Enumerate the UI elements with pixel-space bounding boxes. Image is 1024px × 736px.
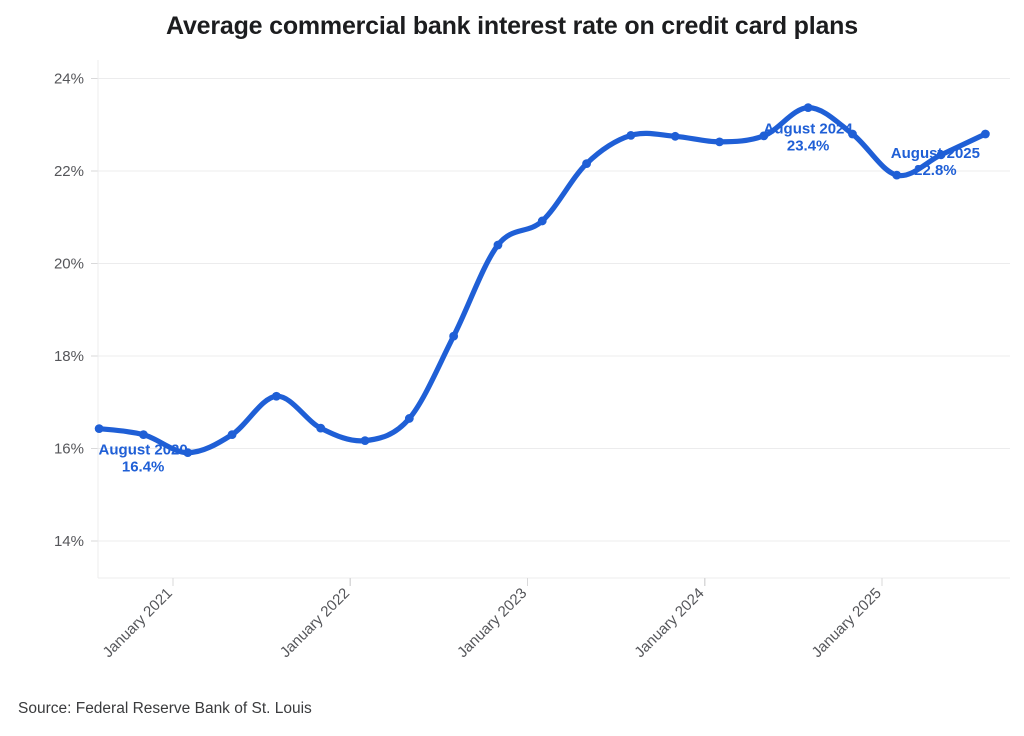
- data-point: [759, 131, 769, 141]
- data-point: [670, 131, 680, 141]
- y-tick-label: 24%: [54, 70, 84, 87]
- data-point: [715, 137, 724, 147]
- data-point: [892, 170, 902, 180]
- y-axis-labels: 24% 22% 20% 18% 16% 14%: [54, 70, 84, 550]
- annotation-value-aug-2024: 23.4%: [787, 138, 830, 155]
- data-point: [272, 391, 281, 401]
- data-point: [183, 448, 193, 458]
- data-point: [227, 430, 237, 440]
- data-point: [493, 240, 503, 250]
- chart-title: Average commercial bank interest rate on…: [166, 12, 858, 40]
- y-tick-label: 16%: [54, 440, 84, 457]
- gridlines: [91, 77, 1010, 542]
- data-points: [94, 103, 990, 458]
- data-point: [449, 331, 459, 341]
- data-point: [582, 159, 591, 169]
- y-tick-label: 22%: [54, 163, 84, 180]
- annotation-date-aug-2020: August 2020: [99, 442, 188, 459]
- data-point: [360, 436, 370, 446]
- series-line-interest-rate: [96, 105, 988, 456]
- annotation-date-aug-2024: August 2024: [764, 121, 854, 138]
- data-point: [936, 150, 946, 160]
- data-point: [316, 423, 326, 433]
- data-point: [404, 414, 414, 423]
- data-point: [803, 103, 813, 113]
- data-series: [96, 105, 988, 456]
- line-chart-plot: 24%22%20%18%16%14% January 2021 January 2…: [54, 60, 1010, 661]
- annotation-value-aug-2020: 16.4%: [122, 459, 165, 476]
- x-axis-labels: January 2021 January 2022 January 2023 Janu…: [100, 585, 885, 661]
- y-tick-label: 14%: [54, 533, 84, 550]
- data-point: [94, 424, 104, 434]
- y-tick-label: 18%: [54, 348, 84, 365]
- axis-ticks: [97, 60, 1010, 586]
- data-point: [626, 130, 636, 140]
- annotation-date-aug-2025: August 2025: [891, 145, 980, 162]
- data-point: [139, 430, 148, 440]
- y-tick-label: 20%: [54, 255, 84, 272]
- annotation-value-aug-2025: 22.8%: [914, 162, 957, 179]
- x-tick-label: January 2021: [100, 585, 176, 661]
- data-point: [537, 216, 547, 226]
- x-tick-label: January 2022: [277, 585, 353, 661]
- x-tick-label: January 2025: [809, 585, 885, 661]
- data-point: [848, 129, 857, 139]
- x-tick-label: January 2023: [454, 585, 530, 661]
- source-note: Source: Federal Reserve Bank of St. Loui…: [18, 700, 312, 717]
- data-point: [981, 129, 990, 139]
- x-tick-label: January 2024: [631, 585, 707, 661]
